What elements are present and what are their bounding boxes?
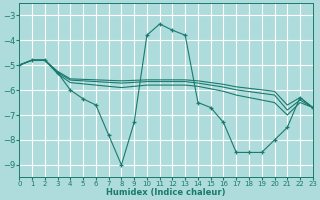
- X-axis label: Humidex (Indice chaleur): Humidex (Indice chaleur): [106, 188, 226, 197]
